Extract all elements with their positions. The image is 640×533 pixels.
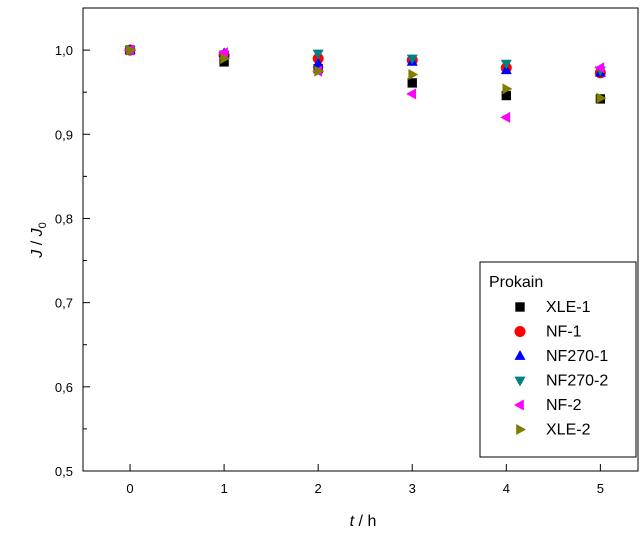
y-axis-label: J / J0: [29, 222, 49, 258]
legend: Prokain XLE-1 NF-1 NF270-1 NF270-2 NF-2 XLE-2: [479, 261, 637, 458]
y-tick-label: 0,7: [55, 296, 73, 311]
data-point: [314, 65, 325, 77]
legend-item-label: XLE-2: [546, 422, 591, 439]
data-point: [126, 44, 137, 56]
data-point: [220, 53, 231, 65]
legend-marker: [515, 302, 525, 312]
y-axis: 0,5 0,6 0,7 0,8 0,9 1,0: [55, 43, 90, 479]
x-tick-label: 2: [315, 481, 322, 496]
data-point: [501, 90, 511, 101]
x-tick-label: 4: [503, 481, 510, 496]
x-tick-label: 1: [220, 481, 227, 496]
legend-marker: [514, 349, 526, 360]
data-point: [408, 69, 419, 81]
data-point: [500, 59, 512, 70]
legend-item-label: NF270-2: [546, 373, 608, 390]
data-point: [219, 57, 229, 67]
data-point: [407, 78, 417, 88]
plot-frame: [82, 7, 639, 472]
y-tick-label: 0,9: [55, 127, 73, 142]
y-tick-label: 1,0: [55, 43, 73, 58]
x-tick-label: 3: [409, 481, 416, 496]
data-point: [312, 49, 324, 60]
data-points: [123, 44, 607, 123]
x-tick-label: 0: [126, 481, 133, 496]
x-tick-label: 5: [597, 481, 604, 496]
legend-item-label: NF-1: [546, 324, 582, 341]
legend-box: [479, 261, 637, 458]
data-point: [312, 57, 324, 68]
data-point: [500, 111, 511, 123]
data-point: [594, 62, 605, 74]
data-point: [406, 54, 418, 65]
x-axis: 0 1 2 3 4 5: [126, 464, 604, 496]
legend-title: Prokain: [489, 274, 543, 291]
x-axis-label: t / h: [350, 513, 377, 530]
legend-marker: [513, 399, 524, 411]
data-point: [596, 92, 607, 104]
legend-marker: [516, 424, 527, 435]
legend-marker: [514, 376, 526, 387]
legend-item-label: NF-2: [546, 397, 582, 414]
data-point: [502, 83, 513, 95]
data-point: [406, 88, 417, 100]
y-tick-label: 0,6: [55, 380, 73, 395]
y-tick-label: 0,8: [55, 211, 73, 226]
legend-marker: [514, 326, 526, 337]
y-tick-label: 0,5: [55, 464, 73, 479]
legend-item-label: XLE-1: [546, 299, 591, 316]
legend-item-label: NF270-1: [546, 348, 608, 365]
data-point: [218, 47, 228, 59]
